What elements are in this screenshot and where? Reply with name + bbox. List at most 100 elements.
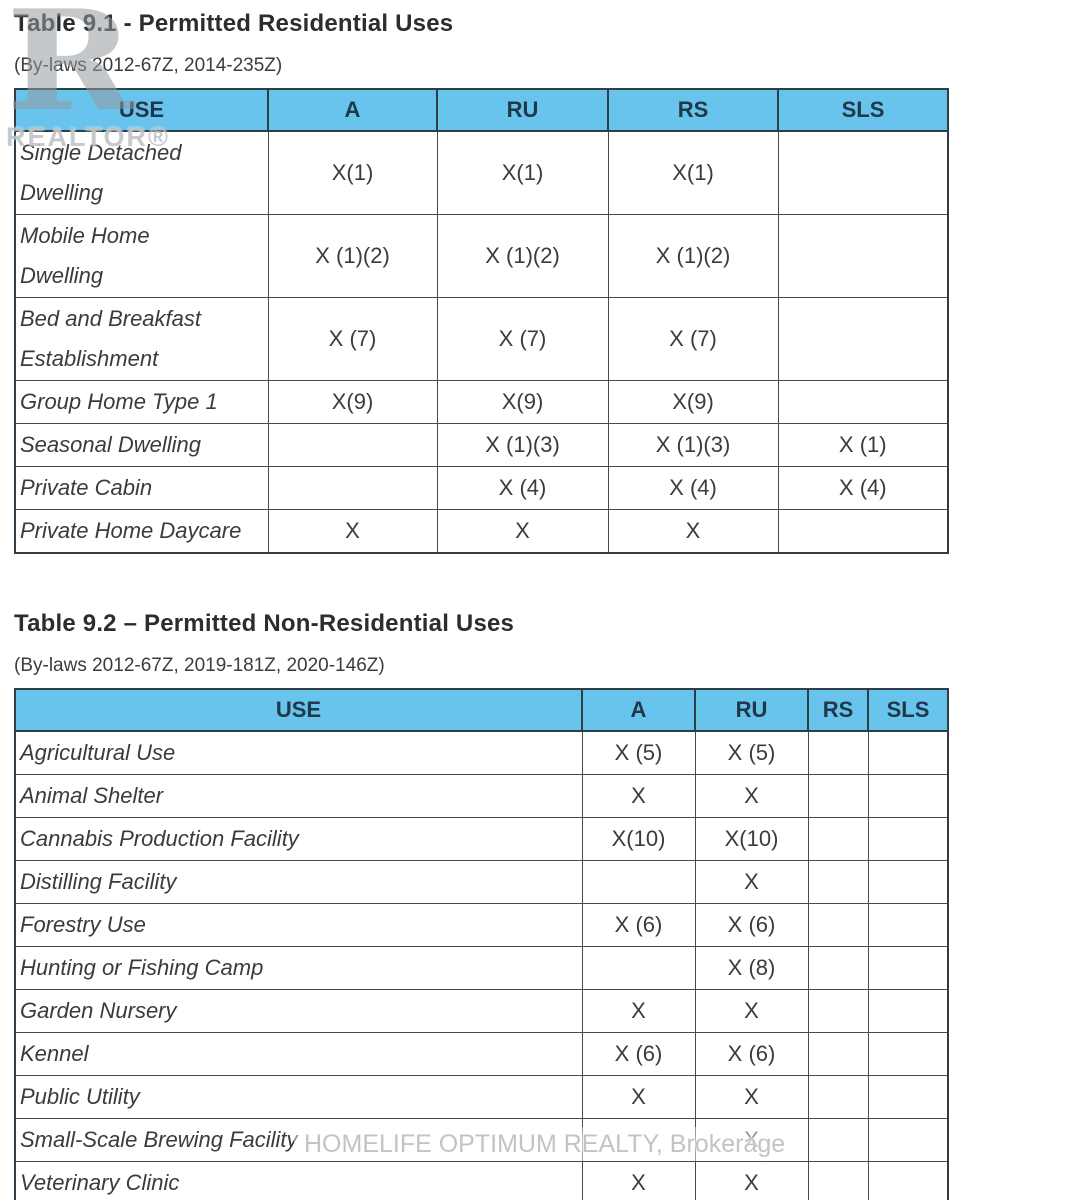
column-header-rs: RS (607, 88, 779, 132)
permission-cell: X (694, 989, 809, 1033)
permission-cell (581, 946, 696, 990)
use-cell: Forestry Use (14, 903, 583, 947)
table-row: Single Detached Dwelling X(1) X(1) X(1) (14, 130, 949, 215)
permission-cell: X (436, 509, 609, 554)
permission-cell (581, 860, 696, 904)
use-cell: Private Home Daycare (14, 509, 269, 554)
permission-cell: X(9) (607, 380, 779, 424)
permission-cell: X (1)(3) (607, 423, 779, 467)
permission-cell: X (694, 1075, 809, 1119)
use-cell: Veterinary Clinic (14, 1161, 583, 1200)
permission-cell: X (4) (436, 466, 609, 510)
column-header-use: USE (14, 88, 269, 132)
permission-cell (807, 989, 869, 1033)
permission-cell: X(1) (267, 130, 438, 215)
use-cell: Small-Scale Brewing Facility (14, 1118, 583, 1162)
permission-cell: X (1)(2) (607, 214, 779, 298)
permission-cell (777, 214, 949, 298)
permission-cell (807, 1032, 869, 1076)
table-row: Animal Shelter X X (14, 774, 949, 818)
permission-cell: X (694, 774, 809, 818)
permission-cell (867, 730, 949, 775)
column-header-ru: RU (436, 88, 609, 132)
table-row: Small-Scale Brewing Facility X (14, 1118, 949, 1162)
table-row: Forestry Use X (6) X (6) (14, 903, 949, 947)
permission-cell: X (267, 509, 438, 554)
permission-cell: X (6) (694, 1032, 809, 1076)
use-cell: Private Cabin (14, 466, 269, 510)
table-row: Agricultural Use X (5) X (5) (14, 730, 949, 775)
permission-cell (867, 946, 949, 990)
permission-cell: X (1)(2) (436, 214, 609, 298)
table-header-row: USE A RU RS SLS (14, 88, 949, 132)
column-header-sls: SLS (867, 688, 949, 732)
table-header-row: USE A RU RS SLS (14, 688, 949, 732)
permission-cell (807, 774, 869, 818)
permission-cell: X(9) (436, 380, 609, 424)
permission-cell: X (581, 1161, 696, 1200)
table-9-1-title: Table 9.1 - Permitted Residential Uses (14, 10, 454, 37)
permission-cell (267, 466, 438, 510)
permission-cell: X (8) (694, 946, 809, 990)
use-cell: Seasonal Dwelling (14, 423, 269, 467)
permission-cell (867, 860, 949, 904)
permission-cell (807, 730, 869, 775)
column-header-rs: RS (807, 688, 869, 732)
permission-cell: X (694, 860, 809, 904)
column-header-a: A (267, 88, 438, 132)
permission-cell (867, 903, 949, 947)
permission-cell: X (5) (581, 730, 696, 775)
permission-cell: X (1)(2) (267, 214, 438, 298)
table-row: Garden Nursery X X (14, 989, 949, 1033)
use-cell: Distilling Facility (14, 860, 583, 904)
table-row: Veterinary Clinic X X (14, 1161, 949, 1200)
permission-cell: X (7) (607, 297, 779, 381)
permission-cell: X(1) (607, 130, 779, 215)
permission-cell: X(9) (267, 380, 438, 424)
permission-cell (267, 423, 438, 467)
column-header-a: A (581, 688, 696, 732)
table-row: Distilling Facility X (14, 860, 949, 904)
permission-cell: X (5) (694, 730, 809, 775)
use-cell: Cannabis Production Facility (14, 817, 583, 861)
permission-cell: X(10) (694, 817, 809, 861)
use-cell: Agricultural Use (14, 730, 583, 775)
table-row: Kennel X (6) X (6) (14, 1032, 949, 1076)
column-header-sls: SLS (777, 88, 949, 132)
permission-cell (867, 774, 949, 818)
table-9-2-title: Table 9.2 – Permitted Non-Residential Us… (14, 610, 515, 637)
permission-cell (807, 1161, 869, 1200)
permission-cell (777, 130, 949, 215)
permission-cell (581, 1118, 696, 1162)
permission-cell (807, 817, 869, 861)
permission-cell (807, 946, 869, 990)
table-row: Cannabis Production Facility X(10) X(10) (14, 817, 949, 861)
table-row: Seasonal Dwelling X (1)(3) X (1)(3) X (1) (14, 423, 949, 467)
table-row: Group Home Type 1 X(9) X(9) X(9) (14, 380, 949, 424)
permission-cell (867, 1161, 949, 1200)
table-9-2-bylaws: (By-laws 2012-67Z, 2019-181Z, 2020-146Z) (14, 655, 385, 676)
permission-cell (867, 817, 949, 861)
permission-cell (867, 989, 949, 1033)
column-header-ru: RU (694, 688, 809, 732)
permitted-residential-uses-table: USE A RU RS SLS Single Detached Dwelling X(1)… (14, 88, 949, 554)
permission-cell: X(1) (436, 130, 609, 215)
use-cell: Garden Nursery (14, 989, 583, 1033)
table-row: Mobile Home Dwelling X (1)(2) X (1)(2) X (1… (14, 214, 949, 298)
column-header-use: USE (14, 688, 583, 732)
permission-cell (867, 1118, 949, 1162)
table-row: Bed and Breakfast Establishment X (7) X (7… (14, 297, 949, 381)
permission-cell (867, 1032, 949, 1076)
table-row: Private Home Daycare X X X (14, 509, 949, 554)
use-cell: Bed and Breakfast Establishment (14, 297, 269, 381)
permission-cell: X(10) (581, 817, 696, 861)
use-cell: Hunting or Fishing Camp (14, 946, 583, 990)
permission-cell (777, 297, 949, 381)
permission-cell (807, 1118, 869, 1162)
use-cell: Animal Shelter (14, 774, 583, 818)
permission-cell: X (7) (267, 297, 438, 381)
permission-cell: X (6) (581, 1032, 696, 1076)
permission-cell: X (581, 989, 696, 1033)
